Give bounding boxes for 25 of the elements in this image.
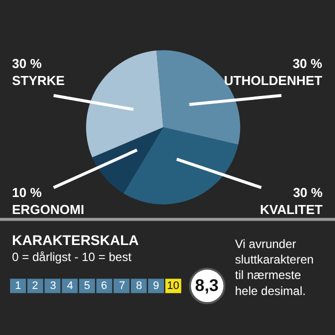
data-label: 30 % — [292, 56, 323, 71]
data-label: 30 % — [12, 56, 42, 71]
slice-label: STYRKE — [12, 72, 66, 88]
text: 7 — [119, 280, 126, 292]
slice-label: ERGONOMI — [12, 202, 84, 217]
data-label: 30 % — [292, 185, 324, 200]
slice-label: UTHOLDENHET — [224, 72, 322, 88]
text: 9 — [153, 280, 160, 292]
text: 0 = dårligst - 10 = best — [12, 250, 132, 264]
text: 4 — [67, 280, 74, 292]
text: 2 — [32, 280, 38, 292]
text: 10 — [167, 280, 180, 292]
text: 8,3 — [195, 276, 219, 295]
pie-slice — [92, 127, 164, 194]
text: 1 — [15, 280, 22, 292]
pie-slice — [123, 127, 238, 204]
text: 5 — [84, 280, 90, 292]
text: Vi avrunder sluttkarakteren til nærmeste hele desimal. — [235, 237, 314, 298]
text: 3 — [50, 280, 56, 292]
data-label: 10 % — [12, 185, 42, 200]
text: 6 — [101, 280, 108, 292]
text: 8 — [136, 280, 142, 292]
pie-slice — [86, 50, 164, 158]
slice-label: KVALITET — [260, 202, 323, 217]
text: KARAKTERSKALA — [12, 232, 139, 248]
